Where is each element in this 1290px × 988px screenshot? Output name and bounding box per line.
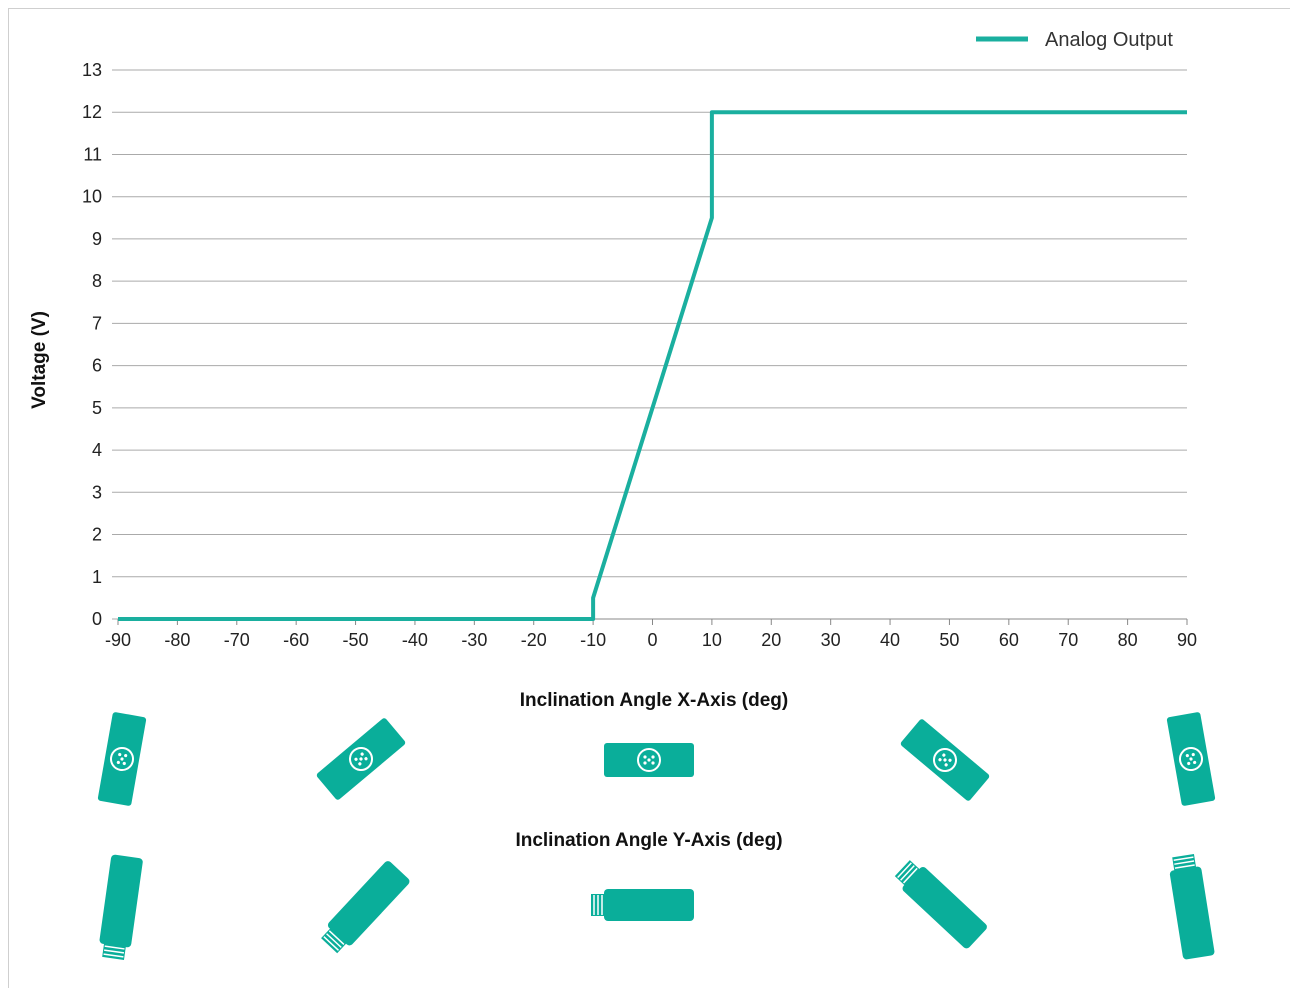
x-tick-label: -30 [461,630,487,650]
chart-frame [8,8,1290,988]
series-layer [118,110,1187,621]
y-tick-label: 8 [92,271,102,291]
x-tick-label: 10 [702,630,722,650]
legend-entry: Analog Output [1045,29,1173,51]
sensor-x-plus-45-icon [898,717,992,803]
y-axis-title: Voltage (V) [29,311,50,409]
legend: Analog Output [976,29,1173,51]
sensor-y-minus-90-icon [96,853,144,962]
x-tick-label: 40 [880,630,900,650]
y-axis-inclination-title: Inclination Angle Y-Axis (deg) [515,830,782,851]
y-tick-label: 7 [92,313,102,333]
gridlines [112,69,1188,625]
y-tick-label: 12 [82,102,102,122]
y-tick-label: 2 [92,525,102,545]
sensor-x-0-icon [603,742,695,778]
x-tick-label: 30 [821,630,841,650]
x-tick-label: 50 [939,630,959,650]
x-tick-label: -80 [164,630,190,650]
y-tick-label: 13 [82,60,102,80]
y-tick-label: 3 [92,482,102,502]
sensor-x-plus-90-icon [1165,710,1217,808]
sensor-x-minus-45-icon [314,716,408,802]
x-tick-label: -70 [224,630,250,650]
y-tick-label: 6 [92,356,102,376]
x-tick-label: -40 [402,630,428,650]
x-tick-labels: -90 -80 -70 -60 -50 -40 -30 -20 -10 0 10 20 30 40 50 60… [105,630,1197,650]
x-tick-label: 20 [761,630,781,650]
x-tick-label: 60 [999,630,1019,650]
series-line-0 [118,110,1187,621]
x-tick-label: 80 [1118,630,1138,650]
x-tick-label: 0 [647,630,657,650]
sensor-x-minus-90-icon [96,710,148,808]
y-tick-label: 5 [92,398,102,418]
x-tick-label: -50 [343,630,369,650]
sensor-y-minus-45-icon [316,858,412,958]
y-tick-label: 1 [92,567,102,587]
y-tick-label: 11 [83,144,102,164]
y-tick-label: 0 [92,609,102,629]
x-axis-title: Inclination Angle X-Axis (deg) [520,690,788,711]
y-tick-label: 4 [92,440,102,460]
x-tick-label: 70 [1058,630,1078,650]
y-tick-label: 9 [92,229,102,249]
x-tick-label: -90 [105,630,131,650]
sensor-y-0-icon [590,888,695,922]
x-tick-label: -10 [580,630,606,650]
y-tick-label: 10 [82,187,102,207]
x-tick-label: 90 [1177,630,1197,650]
sensor-y-plus-45-icon [890,855,990,951]
x-tick-label: -60 [283,630,309,650]
x-tick-label: -20 [521,630,547,650]
sensor-y-plus-90-icon [1166,852,1216,961]
